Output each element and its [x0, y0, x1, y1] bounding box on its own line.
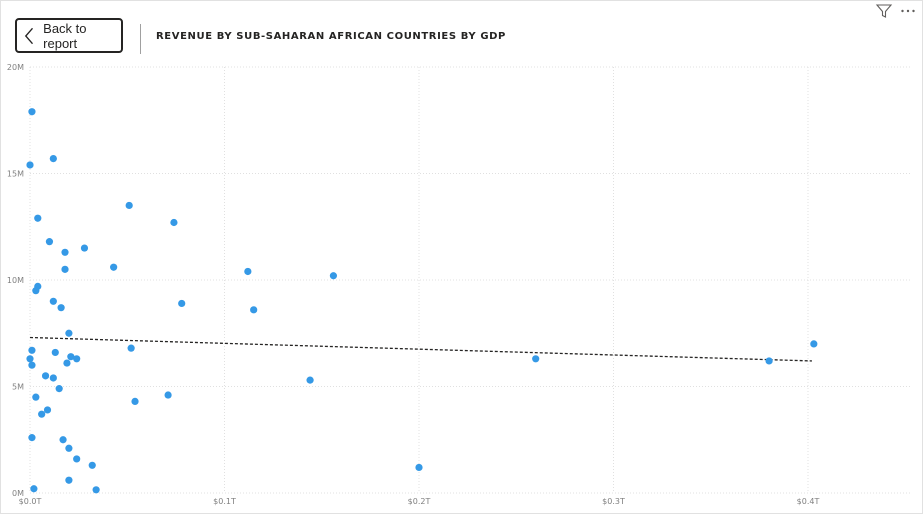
more-options-icon[interactable] — [899, 2, 917, 20]
y-tick-label: 20M — [7, 63, 24, 72]
data-point[interactable] — [32, 287, 40, 295]
x-tick-label: $0.0T — [19, 497, 42, 506]
data-point[interactable] — [532, 355, 540, 363]
data-point[interactable] — [110, 263, 118, 271]
data-point[interactable] — [30, 485, 38, 493]
data-point[interactable] — [51, 348, 59, 357]
data-point[interactable] — [26, 355, 34, 363]
header-divider — [140, 24, 141, 54]
data-point[interactable] — [28, 434, 36, 442]
data-point[interactable] — [329, 272, 338, 280]
filter-icon[interactable] — [875, 2, 893, 20]
data-point[interactable] — [65, 444, 73, 452]
data-point[interactable] — [43, 406, 52, 414]
data-point[interactable] — [127, 344, 135, 352]
data-point[interactable] — [32, 393, 40, 401]
data-point[interactable] — [28, 346, 36, 354]
data-point[interactable] — [41, 372, 50, 380]
data-point[interactable] — [28, 108, 36, 116]
data-point[interactable] — [125, 201, 133, 210]
data-point[interactable] — [57, 304, 65, 312]
y-tick-label: 10M — [7, 276, 24, 285]
data-point[interactable] — [244, 267, 252, 276]
data-point[interactable] — [73, 355, 81, 363]
data-point[interactable] — [49, 154, 57, 163]
x-tick-label: $0.4T — [797, 497, 820, 506]
back-button-label: Back to report — [43, 20, 87, 51]
data-point[interactable] — [49, 297, 57, 305]
data-point[interactable] — [49, 374, 57, 382]
y-tick-label: 15M — [7, 170, 24, 179]
data-point[interactable] — [178, 299, 186, 308]
data-point[interactable] — [170, 218, 178, 227]
data-point[interactable] — [73, 455, 81, 463]
data-point[interactable] — [63, 359, 71, 367]
x-tick-label: $0.1T — [213, 497, 236, 506]
data-point[interactable] — [38, 410, 46, 418]
chart-title: REVENUE BY SUB-SAHARAN AFRICAN COUNTRIES… — [156, 31, 506, 42]
data-point[interactable] — [65, 476, 73, 484]
data-point[interactable] — [55, 385, 63, 393]
trend-line — [29, 336, 812, 362]
data-point[interactable] — [88, 461, 96, 469]
data-point[interactable] — [80, 244, 89, 252]
y-tick-label: 0M — [12, 489, 24, 498]
x-tick-label: $0.3T — [602, 497, 625, 506]
data-point[interactable] — [67, 353, 75, 361]
data-point[interactable] — [61, 265, 69, 273]
data-point[interactable] — [26, 161, 34, 169]
back-to-report-button[interactable]: Back to report — [15, 18, 123, 53]
data-point[interactable] — [131, 397, 139, 406]
data-point[interactable] — [28, 361, 36, 369]
data-point[interactable] — [810, 340, 818, 348]
data-point[interactable] — [45, 238, 54, 246]
data-point[interactable] — [415, 463, 423, 472]
x-tick-label: $0.2T — [408, 497, 431, 506]
y-tick-label: 5M — [12, 383, 24, 392]
data-point[interactable] — [92, 486, 100, 494]
data-point[interactable] — [250, 306, 258, 314]
data-point[interactable] — [61, 248, 69, 256]
data-point[interactable] — [164, 391, 172, 399]
data-point[interactable] — [306, 376, 314, 384]
data-point[interactable] — [59, 436, 67, 444]
data-point[interactable] — [65, 329, 73, 337]
chevron-left-icon — [24, 27, 34, 44]
data-point[interactable] — [765, 357, 773, 365]
data-point[interactable] — [34, 214, 42, 222]
visual-header-icons — [875, 2, 917, 20]
